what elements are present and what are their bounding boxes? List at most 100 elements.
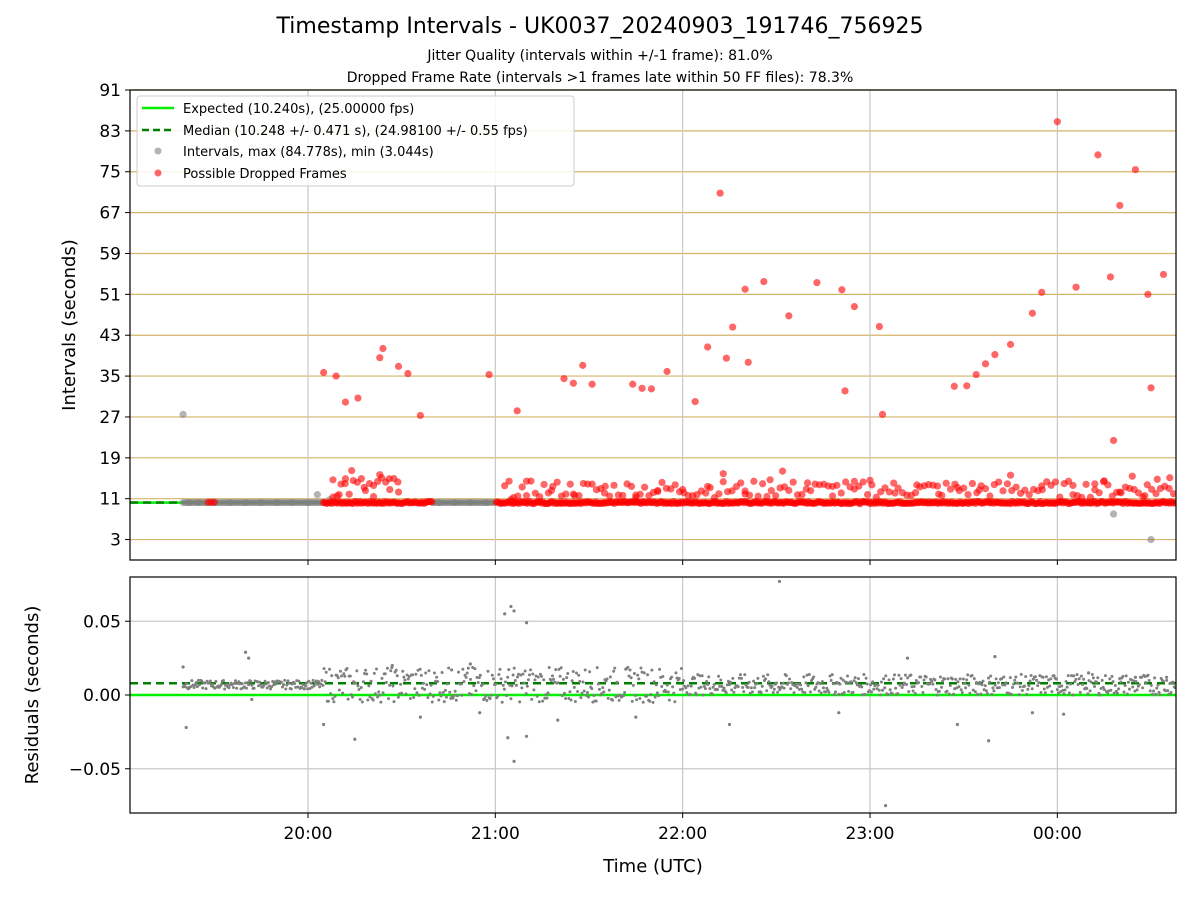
residual-point — [706, 683, 710, 687]
residual-point — [980, 683, 984, 687]
residual-point — [712, 682, 716, 686]
residual-point — [877, 688, 881, 692]
residual-point — [755, 682, 759, 686]
residual-point — [214, 679, 218, 683]
residual-point — [385, 666, 389, 670]
residual-point — [897, 673, 901, 677]
residual-point — [756, 676, 760, 680]
residual-point — [764, 677, 768, 681]
residual-point — [1026, 687, 1030, 691]
dropped-frame-point — [547, 486, 556, 495]
dropped-frame-point — [1053, 118, 1061, 126]
residual-point — [919, 675, 923, 679]
residual-point — [402, 675, 406, 679]
dropped-frame-point — [785, 312, 793, 320]
residual-point — [852, 679, 856, 683]
interval-point — [435, 498, 443, 507]
dropped-frame-point — [1006, 340, 1015, 349]
dropped-frame-point — [505, 477, 513, 485]
dropped-frame-point — [850, 303, 858, 311]
residual-point — [535, 694, 539, 698]
residual-point — [628, 668, 632, 672]
residual-point — [459, 682, 463, 686]
dropped-frame-point — [878, 410, 887, 419]
residual-point — [435, 675, 439, 679]
residual-point — [383, 672, 387, 676]
x-tick-label: 23:00 — [846, 824, 895, 844]
residual-point — [937, 689, 941, 693]
residual-point — [437, 698, 441, 702]
residual-point — [800, 687, 804, 691]
residual-point — [821, 686, 825, 690]
residual-point — [300, 686, 304, 690]
residual-point — [321, 722, 326, 727]
dropped-frame-point — [507, 496, 515, 504]
residual-point — [317, 680, 321, 684]
residual-point — [656, 694, 660, 698]
residual-point — [673, 700, 677, 704]
residual-point — [447, 666, 451, 670]
residual-point — [424, 671, 428, 675]
residual-point — [1019, 672, 1023, 676]
dropped-frame-point — [428, 498, 436, 506]
residual-point — [536, 675, 540, 679]
residual-point — [244, 686, 248, 690]
residual-point — [407, 675, 411, 679]
residual-point — [682, 679, 686, 683]
residual-point — [274, 682, 278, 686]
dropped-frame-point — [850, 485, 858, 493]
residual-point — [262, 683, 266, 687]
dropped-frame-point — [566, 480, 574, 488]
residual-point — [677, 676, 681, 680]
residual-point — [781, 681, 785, 685]
residual-point — [279, 680, 283, 684]
residual-point — [834, 690, 838, 694]
residual-point — [849, 680, 853, 684]
residual-point — [807, 673, 811, 677]
residual-point — [349, 693, 353, 697]
residual-point — [452, 694, 456, 698]
residual-point — [976, 692, 980, 696]
residual-point — [993, 683, 997, 687]
dropped-frame-point — [813, 278, 821, 287]
residual-point — [506, 675, 510, 679]
residual-point — [191, 683, 195, 687]
residual-point — [746, 686, 750, 690]
residual-point — [587, 695, 591, 699]
residual-point — [451, 696, 455, 700]
residual-point — [606, 696, 610, 700]
residual-point — [1029, 673, 1033, 677]
residual-point — [782, 686, 786, 690]
top-y-tick-label: 11 — [99, 490, 121, 510]
residual-point — [419, 673, 423, 677]
dropped-frame-point — [1094, 151, 1102, 159]
residual-point — [612, 669, 616, 673]
residual-point — [689, 684, 693, 688]
residual-point — [1141, 686, 1145, 690]
residual-point — [438, 691, 442, 695]
residual-point — [578, 679, 582, 683]
residual-point — [935, 693, 939, 697]
residual-point — [1036, 684, 1040, 688]
residual-point — [947, 692, 951, 696]
residual-point — [1002, 675, 1006, 679]
dropped-frame-point — [540, 480, 548, 489]
dropped-frame-point — [369, 493, 378, 501]
top-y-tick-label: 75 — [99, 163, 121, 183]
dropped-frame-point — [1128, 472, 1136, 480]
residual-point — [750, 690, 754, 694]
residual-point — [231, 685, 235, 689]
residual-point — [634, 694, 638, 698]
dropped-frame-point — [632, 491, 640, 499]
residual-point — [639, 666, 643, 670]
residual-point — [400, 691, 404, 695]
residual-point — [1166, 689, 1170, 693]
residual-point — [934, 687, 938, 691]
residual-point — [970, 673, 974, 677]
residual-point — [693, 676, 697, 680]
residual-point — [1115, 691, 1119, 695]
residual-point — [971, 688, 975, 692]
dropped-frame-point — [960, 484, 968, 492]
residual-point — [699, 685, 703, 689]
bottom-y-tick-label: 0.05 — [83, 612, 121, 632]
